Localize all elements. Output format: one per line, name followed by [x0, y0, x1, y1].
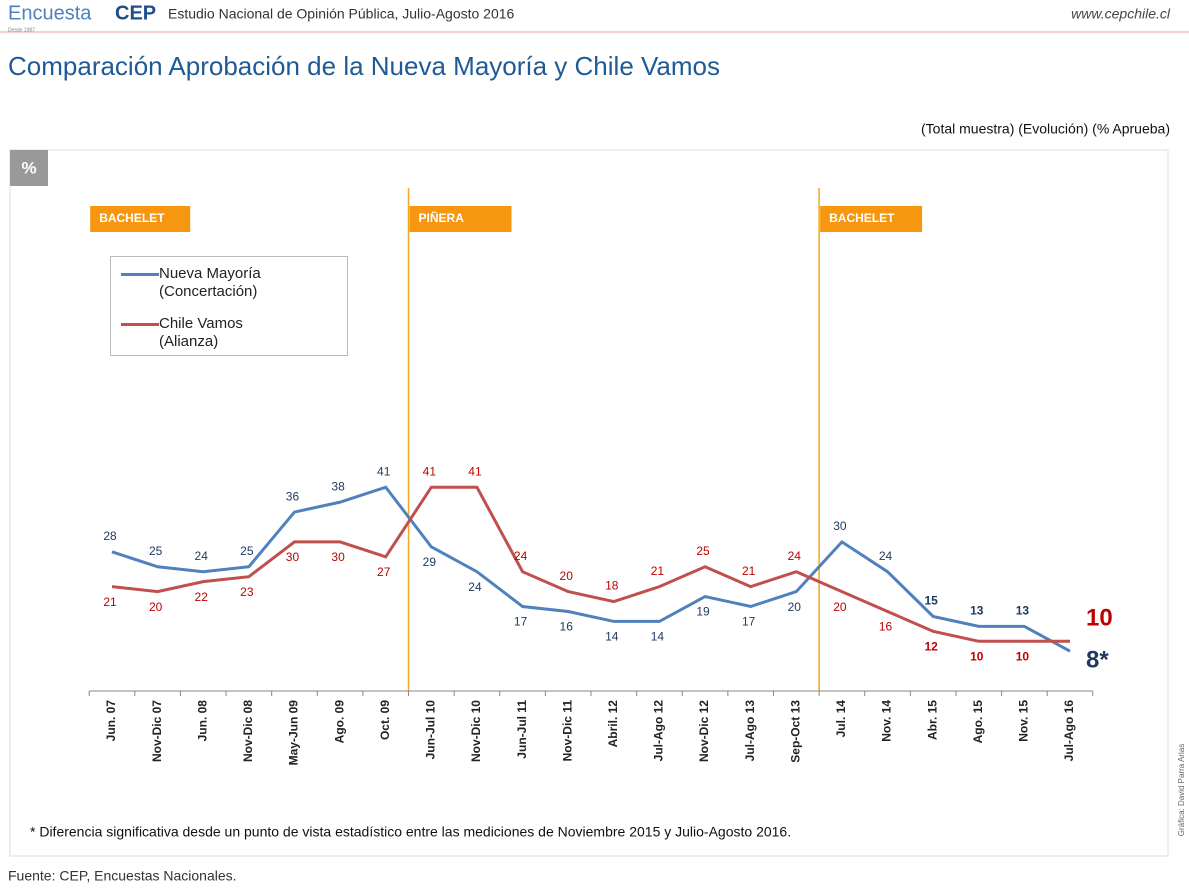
legend-label: Chile Vamos (Alianza) — [159, 315, 243, 350]
x-tick-label: Nov. 14 — [880, 700, 894, 742]
data-label: 20 — [833, 600, 847, 614]
x-tick-label: May-Jun 09 — [287, 700, 301, 766]
x-tick-label: Oct. 09 — [378, 700, 392, 740]
series-line — [111, 485, 1071, 643]
data-label: 15 — [924, 594, 938, 608]
data-label: 10 — [970, 649, 984, 663]
x-tick-label: Nov-Dic 07 — [150, 700, 164, 762]
data-label: 21 — [742, 564, 756, 578]
legend-item: Nueva Mayoría (Concertación) — [121, 265, 299, 301]
footnote: * Diferencia significativa desde un punt… — [30, 824, 791, 840]
data-label: 25 — [696, 544, 710, 558]
data-label: 14 — [651, 630, 665, 644]
x-tick-label: Jul-Ago 13 — [743, 700, 757, 762]
data-label: 14 — [605, 630, 619, 644]
legend-swatch — [121, 273, 159, 276]
data-label: 10 — [1086, 605, 1113, 632]
data-label: 24 — [788, 549, 802, 563]
data-label: 25 — [149, 544, 163, 558]
data-label: 17 — [514, 615, 528, 629]
data-label: 24 — [879, 549, 893, 563]
data-label: 36 — [286, 489, 300, 503]
x-tick-label: Nov-Dic 10 — [469, 700, 483, 762]
data-label: 24 — [468, 580, 482, 594]
x-tick-label: Nov-Dic 12 — [697, 700, 711, 762]
data-label: 20 — [149, 600, 163, 614]
logo-bold: CEP — [115, 2, 156, 24]
unit-badge: % — [21, 158, 36, 177]
source: Fuente: CEP, Encuestas Nacionales. — [8, 868, 237, 884]
data-label: 24 — [514, 549, 528, 563]
data-label: 28 — [103, 529, 117, 543]
data-label: 16 — [879, 620, 893, 634]
chart-title: Comparación Aprobación de la Nueva Mayor… — [8, 51, 720, 81]
x-tick-label: Ago. 09 — [332, 700, 346, 744]
data-label: 13 — [1016, 604, 1030, 618]
x-tick-label: Nov-Dic 11 — [560, 700, 574, 762]
x-tick-label: Abr. 15 — [925, 700, 939, 740]
period-box — [820, 206, 923, 232]
period-label: PIÑERA — [419, 210, 465, 225]
data-label: 30 — [833, 519, 847, 533]
series-line — [111, 485, 1071, 653]
chart-subtitle: (Total muestra) (Evolución) (% Aprueba) — [921, 121, 1170, 137]
period-box — [409, 206, 512, 232]
data-label: 22 — [195, 590, 209, 604]
data-label: 21 — [103, 595, 117, 609]
x-tick-label: Jun. 08 — [195, 700, 209, 742]
x-tick-label: Jun. 07 — [104, 700, 118, 742]
data-label: 20 — [788, 600, 802, 614]
data-label: 20 — [560, 569, 574, 583]
data-label: 17 — [742, 615, 756, 629]
data-label: 19 — [696, 605, 710, 619]
data-label: 10 — [1016, 649, 1030, 663]
data-label: 21 — [651, 564, 665, 578]
legend-swatch — [121, 323, 159, 326]
panel — [9, 149, 1169, 857]
data-label: 18 — [605, 579, 619, 593]
x-tick-label: Nov-Dic 08 — [241, 700, 255, 762]
x-tick-label: Jun-Jul 11 — [515, 700, 529, 759]
data-label: 27 — [377, 565, 391, 579]
data-label: 16 — [560, 620, 574, 634]
data-label: 12 — [924, 640, 938, 654]
period-label: BACHELET — [829, 211, 895, 225]
data-label: 30 — [331, 550, 345, 564]
header-subtitle: Estudio Nacional de Opinión Pública, Jul… — [168, 6, 515, 22]
data-label: 41 — [377, 464, 391, 478]
x-tick-label: Jul-Ago 12 — [652, 700, 666, 762]
data-label: 41 — [468, 464, 482, 478]
data-label: 41 — [423, 464, 437, 478]
legend-item: Chile Vamos (Alianza) — [121, 315, 299, 351]
x-tick-label: Ago. 15 — [971, 700, 985, 744]
period-label: BACHELET — [99, 211, 165, 225]
data-label: 13 — [970, 604, 984, 618]
logo-light: Encuesta — [8, 2, 92, 24]
x-tick-label: Sep-Oct 13 — [788, 700, 802, 763]
website: www.cepchile.cl — [1071, 6, 1171, 22]
x-tick-label: Jul. 14 — [834, 700, 848, 738]
legend: Nueva Mayoría (Concertación) Chile Vamos … — [110, 256, 348, 356]
data-label: 8* — [1086, 647, 1109, 674]
unit-badge-box — [10, 150, 48, 186]
data-label: 23 — [240, 585, 254, 599]
logo-small: Desde 1987 — [8, 27, 35, 33]
x-tick-label: Jun-Jul 10 — [424, 700, 438, 760]
x-tick-label: Jul-Ago 16 — [1062, 700, 1076, 762]
data-label: 29 — [423, 555, 437, 569]
period-box — [90, 206, 191, 232]
data-label: 30 — [286, 550, 300, 564]
x-tick-label: Nov. 15 — [1017, 700, 1031, 742]
data-label: 24 — [195, 549, 209, 563]
x-tick-label: Abril. 12 — [606, 700, 620, 748]
credit: Gráfica: David Parra Arias — [1177, 744, 1186, 836]
data-label: 38 — [331, 479, 345, 493]
legend-label: Nueva Mayoría (Concertación) — [159, 265, 261, 300]
data-label: 25 — [240, 544, 254, 558]
